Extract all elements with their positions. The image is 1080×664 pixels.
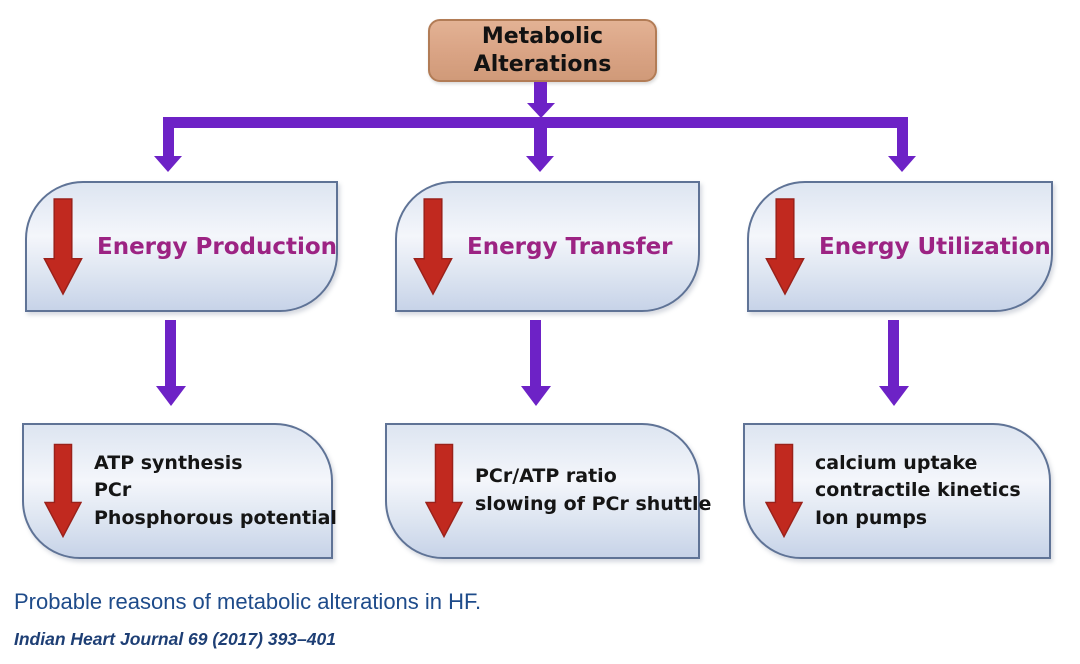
connector-drop-center: [530, 320, 541, 387]
root-node-label: Metabolic Alterations: [473, 24, 612, 77]
energy-utilization-box: Energy Utilization: [747, 181, 1053, 312]
red-down-arrow-icon: [765, 443, 803, 539]
arrow-down-icon: [521, 386, 551, 406]
connector-root-shaft: [534, 82, 547, 104]
connector-drop-right: [888, 320, 899, 387]
red-down-arrow-icon: [43, 197, 83, 296]
detail-line: ATP synthesis: [94, 451, 243, 474]
connector-horizontal-bar: [163, 117, 908, 128]
detail-line: slowing of PCr shuttle: [475, 493, 712, 515]
connector-stub-left: [163, 128, 174, 157]
detail-line: PCr: [94, 479, 132, 502]
connector-stub-center: [534, 128, 547, 157]
red-down-arrow-icon: [413, 197, 453, 296]
figure-caption: Probable reasons of metabolic alteration…: [14, 589, 482, 614]
energy-production-box: Energy Production: [25, 181, 338, 312]
connector-drop-left: [165, 320, 176, 387]
root-node-metabolic-alterations: Metabolic Alterations: [428, 19, 657, 82]
source-citation: Indian Heart Journal 69 (2017) 393–401: [14, 629, 336, 649]
red-down-arrow-icon: [425, 443, 463, 539]
energy-utilization-label: Energy Utilization: [819, 233, 1051, 260]
energy-production-details-box: ATP synthesis PCr Phosphorous potential: [22, 423, 337, 559]
arrow-down-icon: [154, 156, 182, 172]
energy-transfer-details-list: PCr/ATP ratio slowing of PCr shuttle: [475, 463, 711, 518]
red-down-arrow-icon: [44, 443, 82, 539]
detail-line: PCr/ATP ratio: [475, 465, 617, 488]
detail-line: contractile kinetics: [815, 479, 1021, 502]
connector-stub-right: [897, 128, 908, 157]
arrow-down-icon: [156, 386, 186, 406]
arrow-down-icon: [879, 386, 909, 406]
energy-utilization-details-list: calcium uptake contractile kinetics Ion …: [815, 450, 1021, 533]
arrow-down-icon: [888, 156, 916, 172]
red-down-arrow-icon: [765, 197, 805, 296]
energy-transfer-details-box: PCr/ATP ratio slowing of PCr shuttle: [385, 423, 711, 559]
energy-production-details-list: ATP synthesis PCr Phosphorous potential: [94, 450, 337, 533]
energy-production-label: Energy Production: [97, 233, 338, 260]
detail-line: Phosphorous potential: [94, 506, 337, 529]
energy-utilization-details-box: calcium uptake contractile kinetics Ion …: [743, 423, 1051, 559]
energy-transfer-box: Energy Transfer: [395, 181, 700, 312]
arrow-down-icon: [527, 103, 555, 118]
arrow-down-icon: [526, 156, 554, 172]
detail-line: Ion pumps: [815, 506, 928, 529]
detail-line: calcium uptake: [815, 451, 978, 474]
energy-transfer-label: Energy Transfer: [467, 233, 673, 260]
